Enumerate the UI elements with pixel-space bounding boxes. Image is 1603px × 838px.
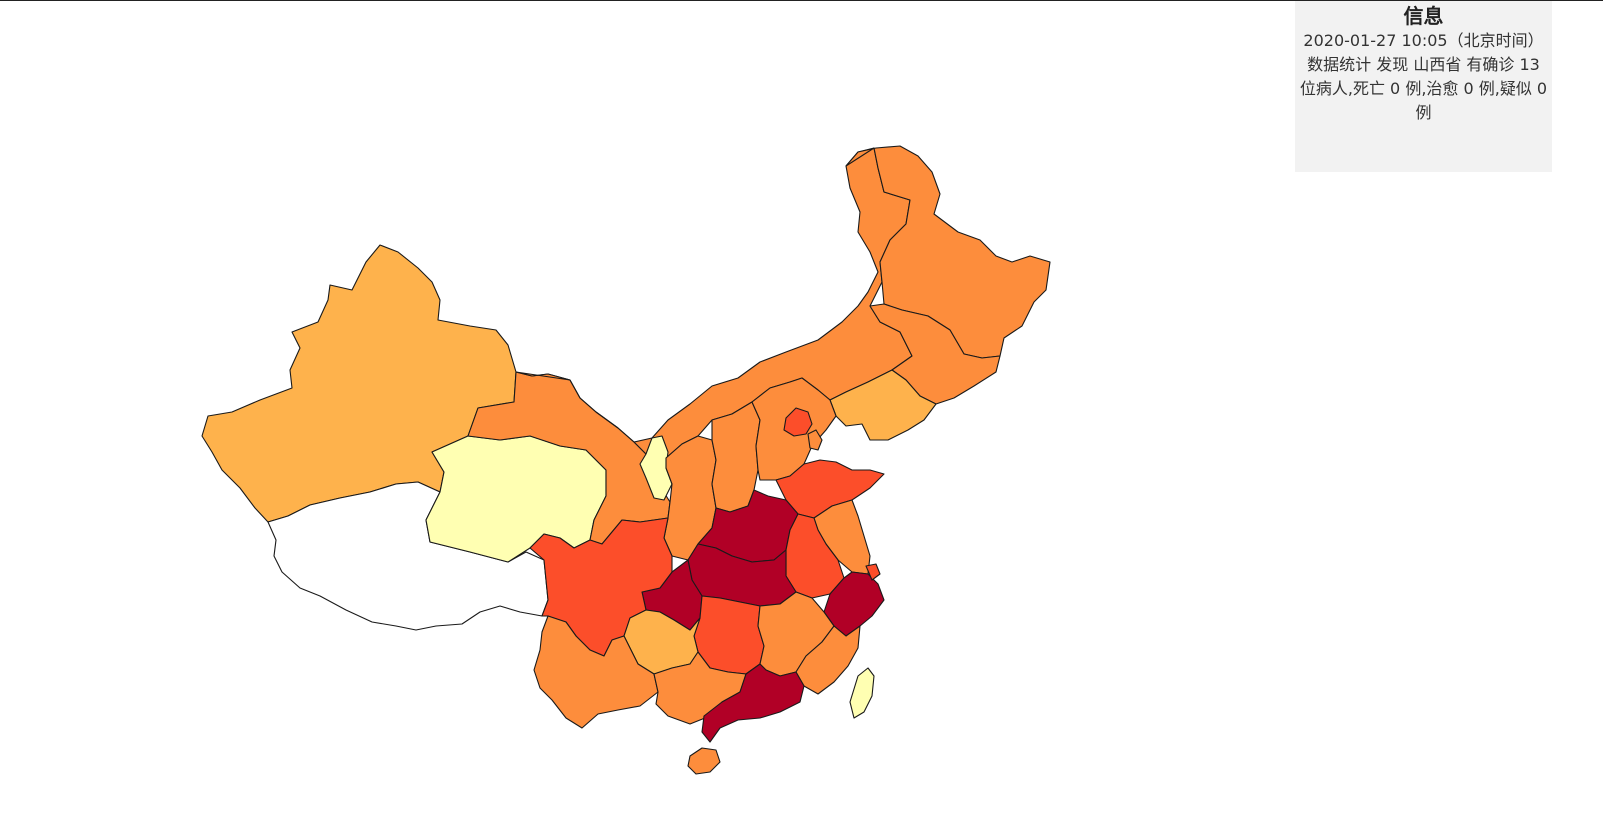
info-title: 信息 [1403, 4, 1444, 28]
province-guangdong[interactable] [701, 663, 805, 743]
province-beijing[interactable] [783, 407, 813, 437]
top-rule [0, 0, 1603, 1]
province-liaoning[interactable] [829, 369, 937, 441]
info-panel: 信息 2020-01-27 10:05（北京时间） 数据统计 发现 山西省 有确… [1295, 1, 1552, 172]
province-hainan[interactable] [687, 747, 721, 775]
info-timestamp: 2020-01-27 10:05（北京时间） [1303, 31, 1544, 50]
province-shanghai[interactable] [865, 563, 881, 581]
province-tianjin[interactable] [807, 429, 823, 451]
province-yunnan[interactable] [533, 615, 659, 729]
province-jilin[interactable] [869, 303, 1001, 405]
province-qinghai[interactable] [425, 435, 607, 563]
province-ningxia[interactable] [639, 435, 673, 501]
info-body: 数据统计 发现 山西省 有确诊 13 位病人,死亡 0 例,治愈 0 例,疑似 … [1299, 55, 1548, 122]
province-heilongjiang[interactable] [845, 145, 1051, 359]
province-taiwan[interactable] [849, 667, 875, 719]
